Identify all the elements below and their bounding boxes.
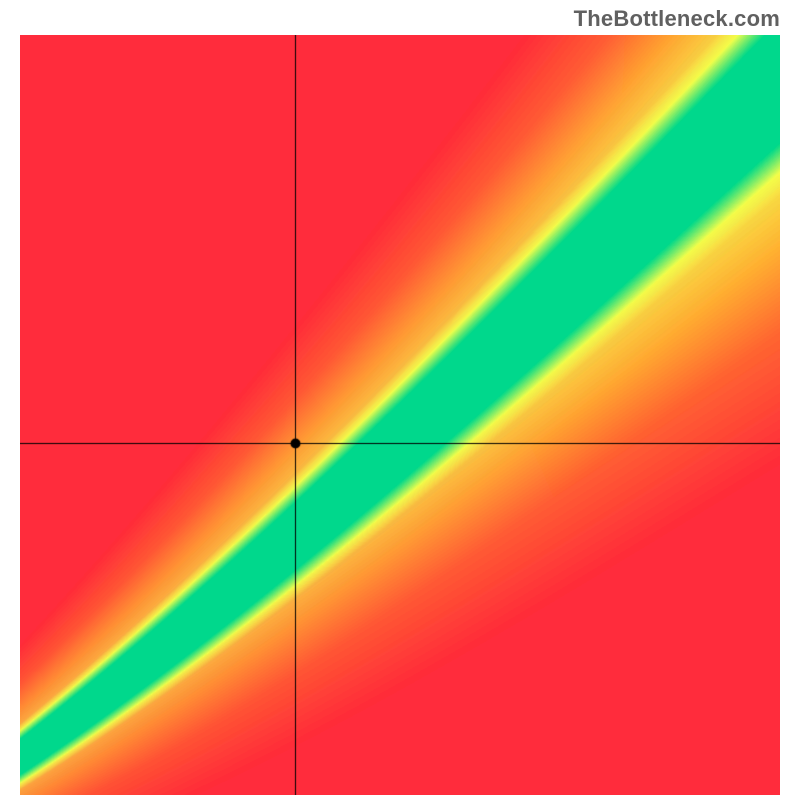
bottleneck-heatmap <box>20 35 780 795</box>
watermark-text: TheBottleneck.com <box>574 6 780 32</box>
chart-container: TheBottleneck.com <box>0 0 800 800</box>
